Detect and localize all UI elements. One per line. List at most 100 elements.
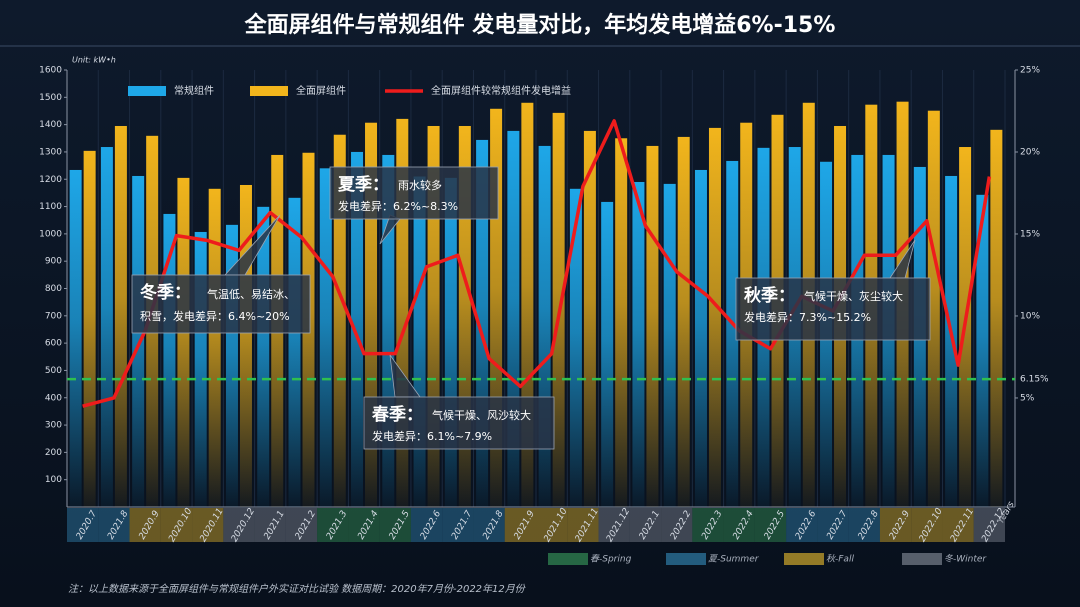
annotation-text: 气候干燥、风沙较大 [432, 408, 531, 422]
bar [569, 188, 582, 507]
y-tick-label: 800 [45, 284, 62, 294]
bar [708, 127, 721, 507]
category-band [848, 508, 880, 542]
bar [194, 231, 207, 507]
annotation-title: 夏季： [338, 174, 389, 195]
y-tick-label: 1000 [39, 229, 62, 239]
season-label: 秋-Fall [826, 554, 854, 565]
chart-title: 全面屏组件与常规组件 发电量对比，年均发电增益6%-15% [244, 12, 836, 38]
bar [583, 130, 596, 508]
bar [333, 134, 346, 507]
y-tick-label: 900 [45, 257, 62, 267]
category-band [348, 508, 380, 542]
annotation-box [131, 274, 311, 334]
category-band [504, 508, 536, 542]
y-tick-label: 100 [45, 475, 62, 485]
bar [288, 197, 301, 507]
category-band [98, 508, 130, 542]
y-tick-label: 300 [45, 421, 62, 431]
y-tick-label: 1100 [39, 202, 62, 212]
category-band [254, 508, 286, 542]
bar [663, 183, 676, 507]
category-band [536, 508, 568, 542]
footnote: 注：以上数据来源于全面屏组件与常规组件户外实证对比试验 数据周期：2020年7月… [68, 583, 526, 595]
bar [257, 206, 270, 507]
category-band [442, 508, 474, 542]
y-tick-label: 500 [45, 366, 62, 376]
annotation-title: 冬季： [140, 282, 191, 303]
bar [976, 194, 989, 508]
bar [694, 169, 707, 507]
y-tick-label: 700 [45, 311, 62, 321]
y-tick-label: 1200 [39, 175, 62, 185]
annotation-title: 春季： [372, 404, 423, 425]
bar [945, 175, 958, 507]
bar [69, 169, 82, 507]
bar [444, 177, 457, 507]
bar [132, 175, 145, 507]
annotation-text: 发电差异：7.3%~15.2% [744, 310, 871, 324]
bar [239, 184, 252, 507]
category-band [285, 508, 318, 542]
bar [677, 136, 690, 507]
season-swatch [666, 553, 706, 565]
bar [507, 130, 520, 508]
bar [632, 181, 645, 507]
bar [990, 129, 1003, 507]
annotation-text: 发电差异：6.1%~7.9% [372, 429, 492, 443]
category-band [629, 508, 662, 542]
y-tick-label: 600 [45, 339, 62, 349]
annotation-text: 气候干燥、灰尘较大 [804, 289, 903, 303]
y-tick-label: 1300 [39, 147, 62, 157]
annotation-text: 雨水较多 [398, 178, 442, 192]
annotation-text: 发电差异：6.2%~8.3% [338, 199, 458, 213]
y-tick-label: 1500 [39, 93, 62, 103]
y2-tick-label: 5% [1020, 393, 1035, 403]
category-band [473, 508, 505, 542]
bar [177, 177, 190, 507]
annotation-title: 秋季： [744, 285, 795, 306]
season-swatch [902, 553, 942, 565]
category-band [67, 508, 99, 542]
category-band [942, 508, 974, 542]
y2-tick-label: 15% [1020, 229, 1040, 239]
bar [319, 168, 332, 507]
category-band [223, 508, 255, 542]
legend-label: 常规组件 [174, 84, 214, 97]
category-band [817, 508, 849, 542]
legend-swatch [250, 86, 288, 96]
category-band [879, 508, 912, 542]
category-band [786, 508, 818, 542]
annotation-text: 气温低、易结冰、 [207, 287, 295, 301]
unit-label: Unit: kW•h [72, 56, 116, 65]
category-band [661, 508, 693, 542]
category-band [192, 508, 224, 542]
annotation-box [329, 166, 499, 220]
bar [114, 125, 127, 507]
season-swatch [784, 553, 824, 565]
bar [208, 188, 221, 507]
reference-label: 6.15% [1020, 375, 1049, 385]
season-label: 夏-Summer [708, 554, 760, 565]
category-band [692, 508, 724, 542]
legend-label: 全面屏组件 [296, 84, 346, 97]
bar [726, 160, 739, 507]
bar [615, 138, 628, 507]
bar [100, 147, 113, 508]
category-band [160, 508, 193, 542]
annotation-box [363, 396, 555, 450]
y-tick-label: 1400 [39, 120, 62, 130]
season-swatch [548, 553, 588, 565]
bar [413, 176, 426, 508]
season-label: 春-Spring [590, 554, 632, 565]
category-band [723, 508, 755, 542]
category-band [973, 508, 1005, 542]
category-band [410, 508, 443, 542]
category-band [598, 508, 630, 542]
annotation-box [735, 277, 931, 341]
bar [927, 110, 940, 508]
bar [351, 151, 364, 507]
y2-tick-label: 25% [1020, 66, 1040, 76]
bar [538, 145, 551, 507]
